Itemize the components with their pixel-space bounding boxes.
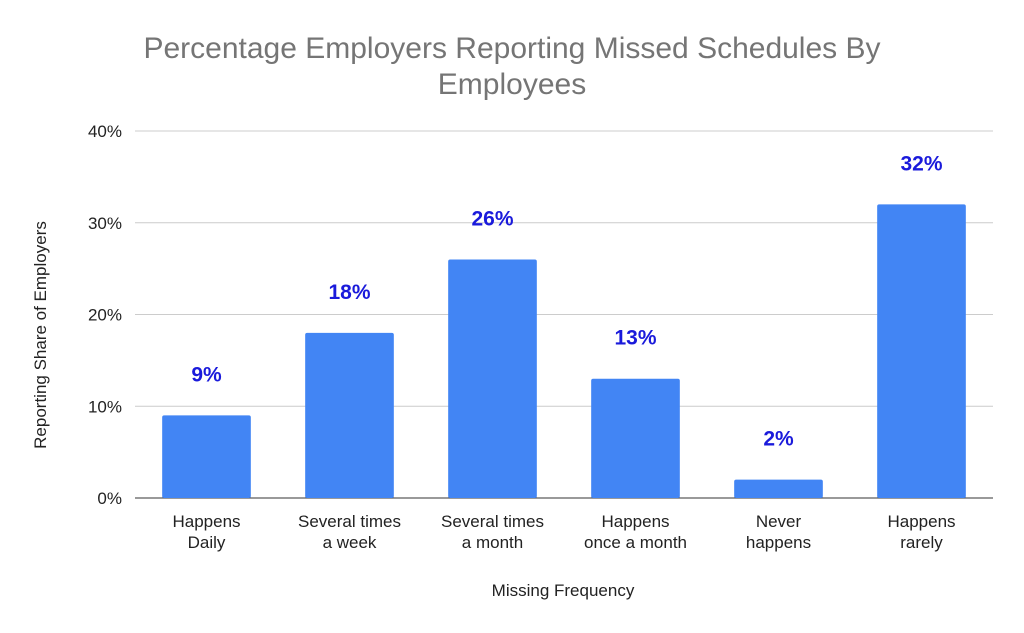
bar [734,479,823,498]
y-tick-label: 20% [88,306,122,325]
y-axis-title: Reporting Share of Employers [31,221,50,449]
data-label: 32% [900,152,942,175]
y-tick-label: 0% [97,489,122,508]
y-tick-label: 40% [88,122,122,141]
bar [448,259,537,498]
x-axis-title: Missing Frequency [492,581,635,600]
bars [162,204,966,498]
x-category-label: happens [746,533,811,552]
x-category-label: a month [462,533,523,552]
data-label: 13% [614,327,656,350]
x-category-label: Daily [188,533,226,552]
y-tick-label: 10% [88,397,122,416]
bar [305,332,394,498]
x-category-label: once a month [584,533,687,552]
x-category-label: Several times [298,512,401,531]
data-labels: 9% 18% 26% 13% 2% 32% [191,152,943,450]
x-category-label: a week [323,533,377,552]
data-label: 26% [471,207,513,230]
bar [591,378,680,498]
bar [162,415,251,498]
data-label: 2% [763,428,794,451]
gridlines [135,130,993,499]
y-axis-ticks: 0% 10% 20% 30% 40% [88,122,122,508]
x-category-label: rarely [900,533,943,552]
x-axis-categories: Happens Daily Several times a week Several t… [172,512,955,552]
y-tick-label: 30% [88,214,122,233]
data-label: 9% [191,363,222,386]
x-category-label: Happens [172,512,240,531]
chart-title-line-2: Employees [438,68,586,101]
chart-title-line-1: Percentage Employers Reporting Missed Sc… [143,32,880,65]
x-category-label: Happens [887,512,955,531]
x-category-label: Several times [441,512,544,531]
data-label: 18% [328,281,370,304]
bar [877,204,966,498]
x-category-label: Happens [601,512,669,531]
x-category-label: Never [756,512,802,531]
